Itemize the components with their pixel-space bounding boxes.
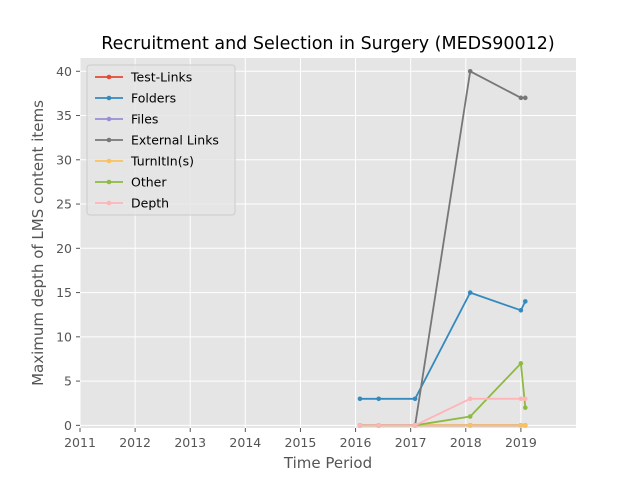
data-point xyxy=(522,299,528,304)
grid xyxy=(79,58,576,428)
legend-box xyxy=(86,64,236,216)
series-folders xyxy=(357,290,528,402)
data-point xyxy=(357,423,363,428)
data-point xyxy=(518,423,524,428)
y-tick-label: 35 xyxy=(56,108,72,123)
y-axis-ticks: 0 5 10 15 20 25 30 35 40 xyxy=(56,64,80,433)
legend-label: Depth xyxy=(131,196,169,211)
x-axis-ticks: 2011 2012 2013 2014 2015 2016 2017 2018 2019 xyxy=(64,428,537,450)
legend-label: TurnItIn(s) xyxy=(130,154,194,169)
legend-marker xyxy=(106,74,112,80)
data-point xyxy=(522,405,528,410)
legend-entry: Files xyxy=(95,112,158,127)
legend-label: External Links xyxy=(131,133,219,148)
x-tick-label: 2015 xyxy=(285,435,317,450)
x-tick-label: 2011 xyxy=(64,435,96,450)
data-point xyxy=(518,95,524,101)
legend-entry: Test-Links xyxy=(95,70,192,85)
legend-entry: Folders xyxy=(95,91,176,106)
x-tick-label: 2018 xyxy=(450,435,482,450)
legend-label: Files xyxy=(131,112,158,127)
legend-marker xyxy=(106,179,112,185)
data-point xyxy=(376,396,382,402)
y-tick-label: 5 xyxy=(64,374,72,389)
y-tick-label: 0 xyxy=(64,418,72,433)
legend-marker xyxy=(106,95,112,101)
data-point xyxy=(412,396,418,402)
legend-marker xyxy=(106,116,112,122)
data-point xyxy=(518,361,524,366)
y-axis-label: Maximum depth of LMS content items xyxy=(29,100,47,386)
legend-label: Folders xyxy=(131,91,176,106)
x-tick-label: 2017 xyxy=(395,435,427,450)
legend-entry: External Links xyxy=(95,133,219,148)
legend-label: Test-Links xyxy=(130,70,192,85)
data-point xyxy=(467,396,473,402)
data-point xyxy=(522,95,528,101)
legend-marker xyxy=(106,200,112,206)
legend-label: Other xyxy=(131,175,167,190)
legend-entry: TurnItIn(s) xyxy=(95,154,194,169)
data-point xyxy=(518,307,524,313)
y-tick-label: 20 xyxy=(56,241,72,256)
legend-entry: Depth xyxy=(95,196,169,211)
data-point xyxy=(467,68,473,74)
x-axis-label: Time Period xyxy=(283,454,372,472)
x-tick-label: 2014 xyxy=(229,435,261,450)
legend: Test-Links Folders Files External Links Turn… xyxy=(86,64,236,216)
legend-marker xyxy=(106,137,112,143)
data-point xyxy=(522,423,528,428)
x-tick-label: 2012 xyxy=(119,435,151,450)
y-tick-label: 40 xyxy=(56,64,72,79)
chart-title: Recruitment and Selection in Surgery (ME… xyxy=(101,34,554,54)
data-point xyxy=(412,423,418,428)
series-layer xyxy=(357,68,528,428)
x-tick-label: 2013 xyxy=(174,435,206,450)
data-point xyxy=(357,396,363,402)
y-tick-label: 15 xyxy=(56,285,72,300)
data-point xyxy=(522,396,528,402)
data-point xyxy=(467,290,473,295)
x-tick-label: 2016 xyxy=(340,435,372,450)
y-tick-label: 10 xyxy=(56,329,72,344)
series-depth xyxy=(357,396,528,428)
y-tick-label: 25 xyxy=(56,197,72,212)
legend-entry: Other xyxy=(95,175,167,190)
data-point xyxy=(467,414,473,419)
y-tick-label: 30 xyxy=(56,152,72,167)
data-point xyxy=(518,396,524,402)
data-point xyxy=(467,423,473,428)
x-tick-label: 2019 xyxy=(505,435,537,450)
data-point xyxy=(376,423,382,428)
legend-marker xyxy=(106,158,112,164)
